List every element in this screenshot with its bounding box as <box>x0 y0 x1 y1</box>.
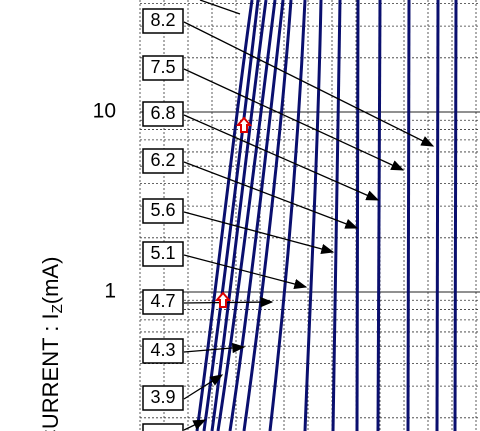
label-box <box>142 423 184 431</box>
label-arrow <box>183 419 207 431</box>
label-arrow <box>183 161 359 229</box>
label-arrow <box>183 114 380 201</box>
y-axis-label-unit: (mA) <box>38 257 63 305</box>
label-box <box>142 241 184 267</box>
curve-label: 4.7 <box>150 291 175 311</box>
label-box <box>142 8 184 34</box>
curve-label: 4.3 <box>150 340 175 360</box>
label-box <box>142 385 184 411</box>
arrow <box>199 0 241 15</box>
curve-label: 6.8 <box>150 103 175 123</box>
y-tick-label: 1 <box>104 280 116 303</box>
y-axis-label: CURRENT : IZ(mA) <box>38 257 66 431</box>
label-box <box>142 148 184 174</box>
label-box <box>142 55 184 81</box>
curve-label: 3.9 <box>150 387 175 407</box>
curve-label: 5.1 <box>150 243 175 263</box>
curve-label: 5.6 <box>150 200 175 220</box>
label-arrow <box>183 211 335 254</box>
curve-label: 7.5 <box>150 57 175 77</box>
label-box <box>142 338 184 364</box>
curve-label: 8.2 <box>150 10 175 30</box>
y-axis-label-sub: Z <box>49 304 66 313</box>
markers <box>214 116 253 308</box>
label-arrow <box>183 21 435 147</box>
label-arrow <box>183 68 405 171</box>
label-arrow <box>183 374 224 400</box>
label-box <box>142 289 184 315</box>
curve-labels: 8.2 7.5 6.8 6.2 5.6 5.1 4.7 4.3 3.9 <box>142 8 184 411</box>
grid <box>139 0 480 431</box>
y-tick-label: 10 <box>93 100 116 123</box>
curves <box>195 0 458 431</box>
label-box <box>142 198 184 224</box>
curve-label: 6.2 <box>150 150 175 170</box>
label-arrow <box>183 296 274 308</box>
label-box <box>142 101 184 127</box>
label-arrows <box>183 0 435 431</box>
label-arrow <box>183 342 246 354</box>
y-axis-label-main: CURRENT : I <box>38 313 63 431</box>
label-arrow <box>183 254 308 290</box>
